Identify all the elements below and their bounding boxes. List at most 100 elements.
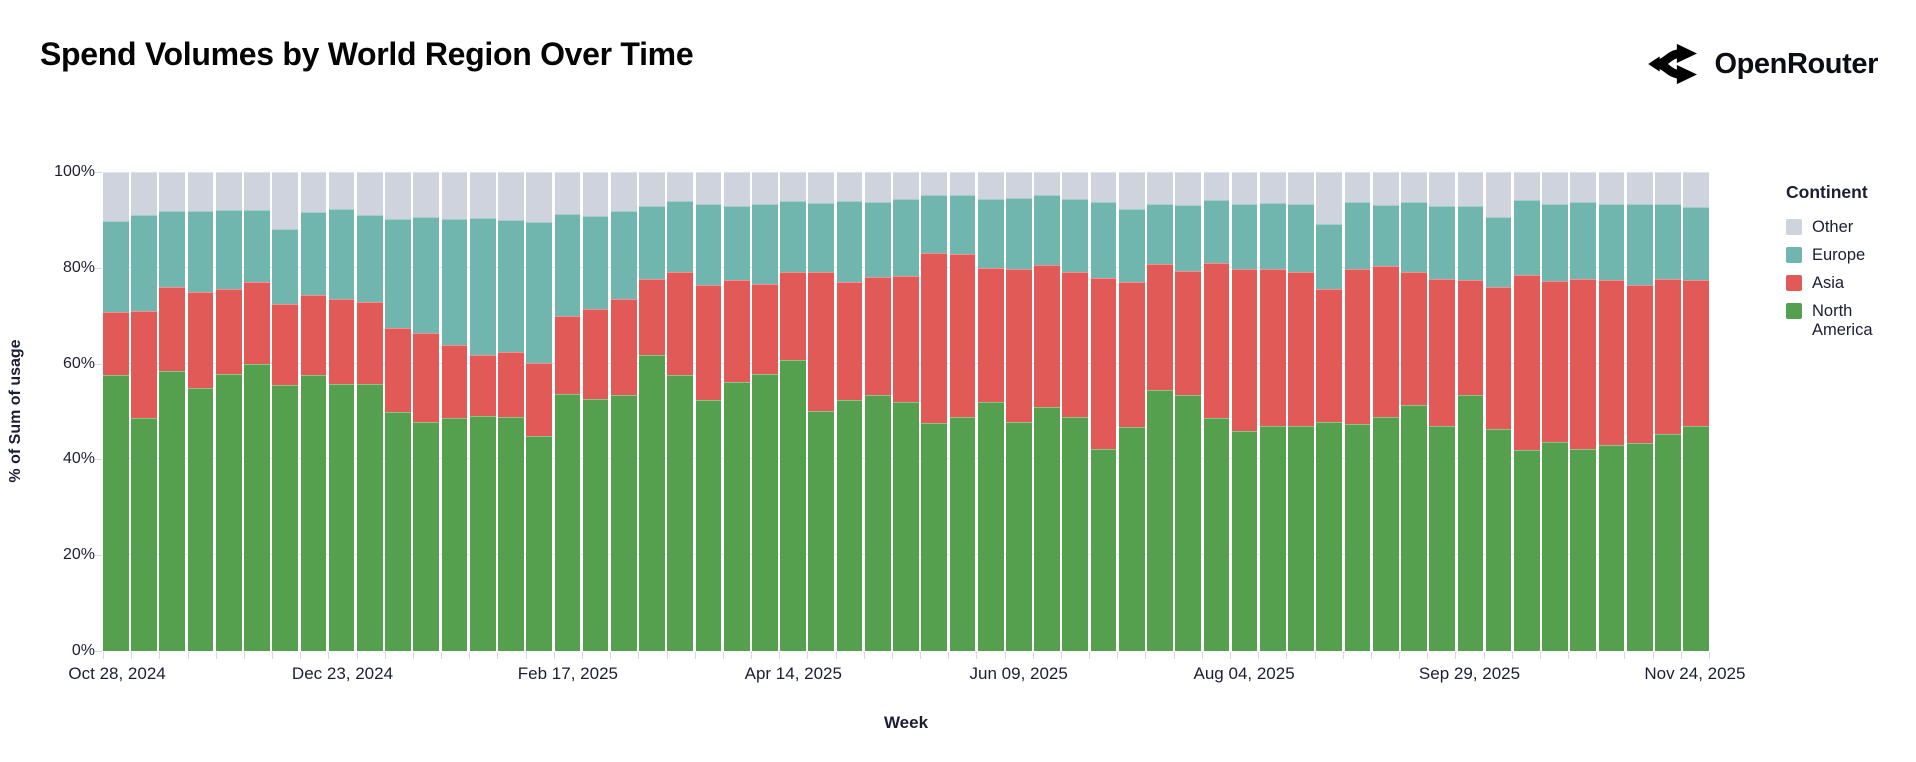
segment-other[interactable]: [1288, 172, 1314, 204]
bar-week-mar-03-2025[interactable]: [610, 172, 637, 651]
segment-asia[interactable]: [752, 283, 778, 375]
segment-europe[interactable]: [1316, 223, 1343, 289]
segment-asia[interactable]: [1513, 275, 1540, 450]
segment-asia[interactable]: [1147, 263, 1173, 391]
bar-week-apr-28-2025[interactable]: [836, 172, 863, 651]
segment-north-america[interactable]: [498, 417, 524, 651]
segment-europe[interactable]: [1344, 201, 1371, 269]
segment-other[interactable]: [893, 172, 919, 200]
segment-asia[interactable]: [1457, 279, 1484, 396]
bar-week-aug-04-2025[interactable]: [1231, 172, 1258, 651]
bar-week-dec-30-2024[interactable]: [356, 172, 383, 651]
segment-north-america[interactable]: [864, 394, 891, 651]
segment-asia[interactable]: [526, 363, 552, 436]
segment-europe[interactable]: [272, 228, 299, 304]
segment-europe[interactable]: [1457, 206, 1484, 280]
segment-other[interactable]: [1626, 172, 1653, 204]
segment-asia[interactable]: [272, 303, 299, 386]
segment-asia[interactable]: [413, 332, 440, 422]
segment-other[interactable]: [695, 172, 722, 204]
bar-week-jun-23-2025[interactable]: [1062, 172, 1089, 651]
segment-north-america[interactable]: [469, 416, 496, 651]
segment-asia[interactable]: [893, 275, 919, 403]
segment-asia[interactable]: [1429, 278, 1455, 427]
segment-other[interactable]: [1570, 172, 1597, 203]
bar-week-may-26-2025[interactable]: [949, 172, 976, 651]
segment-europe[interactable]: [1175, 204, 1202, 271]
segment-north-america[interactable]: [1655, 433, 1681, 651]
segment-europe[interactable]: [1655, 203, 1681, 280]
segment-other[interactable]: [639, 172, 665, 206]
segment-north-america[interactable]: [300, 375, 327, 651]
bar-week-sep-22-2025[interactable]: [1429, 172, 1455, 651]
segment-asia[interactable]: [780, 271, 806, 360]
segment-europe[interactable]: [1118, 209, 1145, 283]
segment-europe[interactable]: [864, 202, 891, 277]
segment-other[interactable]: [385, 172, 411, 219]
segment-north-america[interactable]: [131, 418, 157, 651]
segment-europe[interactable]: [385, 218, 411, 329]
segment-north-america[interactable]: [215, 374, 242, 651]
bar-week-sep-08-2025[interactable]: [1372, 172, 1399, 651]
segment-asia[interactable]: [977, 268, 1004, 403]
segment-other[interactable]: [498, 172, 524, 221]
segment-asia[interactable]: [554, 315, 581, 394]
segment-north-america[interactable]: [1429, 426, 1455, 651]
segment-asia[interactable]: [498, 352, 524, 418]
segment-other[interactable]: [272, 172, 299, 229]
segment-europe[interactable]: [1231, 203, 1258, 269]
bar-week-mar-10-2025[interactable]: [639, 172, 665, 651]
segment-north-america[interactable]: [328, 384, 355, 651]
segment-asia[interactable]: [1485, 286, 1512, 430]
segment-europe[interactable]: [215, 210, 242, 289]
segment-europe[interactable]: [1062, 199, 1089, 272]
segment-asia[interactable]: [639, 278, 665, 355]
segment-europe[interactable]: [1372, 204, 1399, 266]
segment-asia[interactable]: [215, 288, 242, 375]
segment-other[interactable]: [1090, 172, 1117, 203]
segment-north-america[interactable]: [667, 375, 694, 651]
segment-other[interactable]: [723, 172, 750, 206]
segment-asia[interactable]: [1683, 280, 1709, 427]
segment-other[interactable]: [836, 172, 863, 202]
segment-asia[interactable]: [385, 328, 411, 413]
segment-europe[interactable]: [1090, 202, 1117, 279]
segment-europe[interactable]: [1513, 200, 1540, 276]
segment-north-america[interactable]: [1090, 448, 1117, 651]
segment-europe[interactable]: [469, 217, 496, 356]
segment-europe[interactable]: [300, 212, 327, 295]
segment-north-america[interactable]: [1457, 395, 1484, 651]
segment-other[interactable]: [1401, 172, 1427, 203]
segment-asia[interactable]: [582, 309, 609, 400]
bar-week-jul-07-2025[interactable]: [1118, 172, 1145, 651]
segment-asia[interactable]: [667, 271, 694, 376]
segment-other[interactable]: [1259, 172, 1286, 203]
segment-other[interactable]: [1485, 172, 1512, 218]
segment-asia[interactable]: [1570, 279, 1597, 449]
segment-other[interactable]: [159, 172, 186, 212]
segment-other[interactable]: [1006, 172, 1032, 198]
segment-north-america[interactable]: [1344, 423, 1371, 651]
segment-asia[interactable]: [187, 292, 214, 389]
segment-north-america[interactable]: [1598, 445, 1625, 651]
bar-week-sep-15-2025[interactable]: [1401, 172, 1427, 651]
segment-other[interactable]: [1457, 172, 1484, 206]
segment-other[interactable]: [610, 172, 637, 212]
segment-other[interactable]: [1231, 172, 1258, 204]
segment-other[interactable]: [1344, 172, 1371, 202]
segment-north-america[interactable]: [1203, 418, 1230, 651]
segment-asia[interactable]: [300, 294, 327, 376]
segment-asia[interactable]: [159, 286, 186, 371]
segment-europe[interactable]: [1542, 204, 1568, 281]
bar-week-feb-17-2025[interactable]: [554, 172, 581, 651]
segment-north-america[interactable]: [554, 393, 581, 651]
segment-europe[interactable]: [695, 203, 722, 286]
bar-week-apr-07-2025[interactable]: [752, 172, 778, 651]
segment-europe[interactable]: [836, 201, 863, 282]
segment-europe[interactable]: [1034, 195, 1060, 265]
segment-north-america[interactable]: [103, 375, 129, 651]
bar-week-feb-03-2025[interactable]: [498, 172, 524, 651]
segment-other[interactable]: [582, 172, 609, 217]
segment-europe[interactable]: [752, 203, 778, 284]
segment-other[interactable]: [1542, 172, 1568, 205]
